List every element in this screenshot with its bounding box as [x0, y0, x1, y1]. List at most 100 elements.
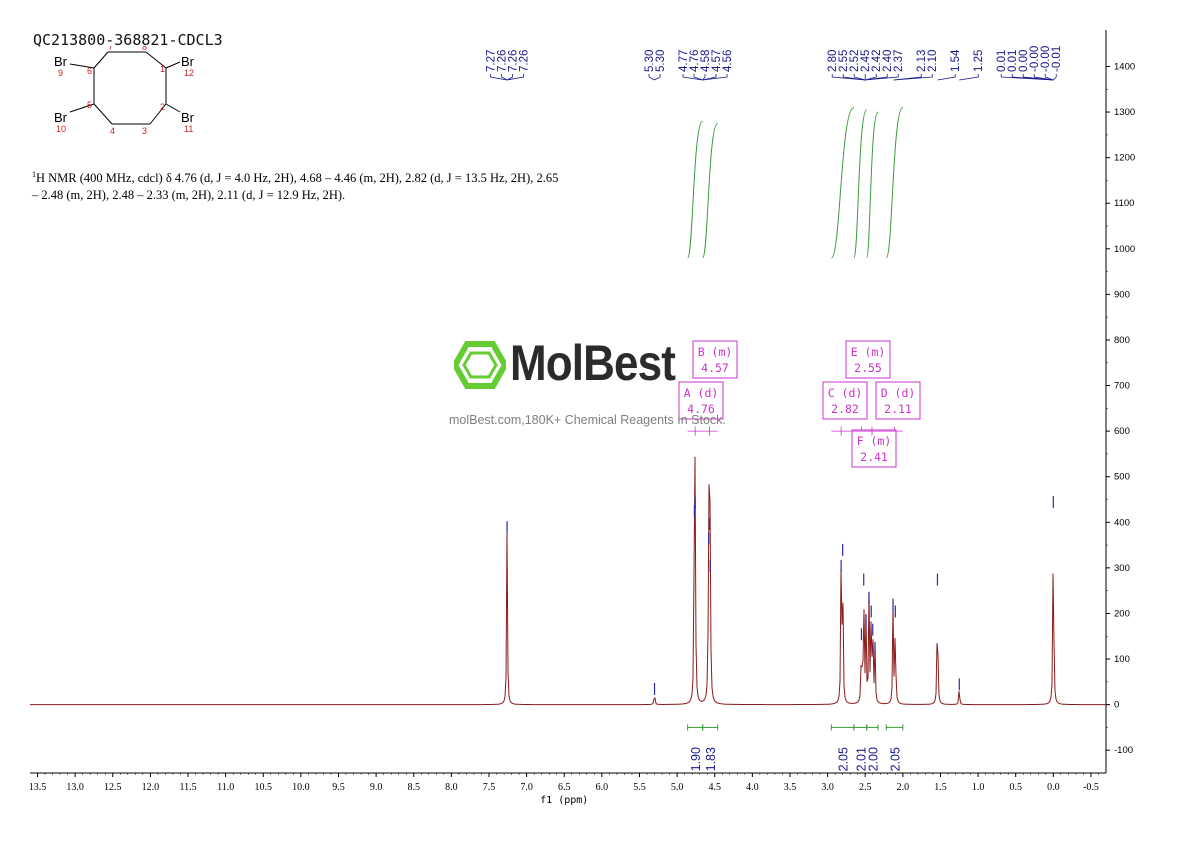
peak-label: -0.00 — [1029, 46, 1041, 72]
y-tick-label: 300 — [1114, 563, 1130, 574]
benzene-logo-icon — [451, 341, 509, 389]
integral-value: 2.01 — [854, 747, 868, 771]
peak-label-connector — [865, 74, 877, 81]
peak-label-connector — [648, 74, 655, 81]
peak-label-connector — [831, 74, 866, 81]
multiplet-label: B (m) — [698, 345, 733, 359]
multiplet-label: D (d) — [881, 386, 916, 400]
y-tick-label: 1100 — [1114, 198, 1134, 209]
atom-number-8: 8 — [142, 46, 147, 52]
x-tick-label: 11.5 — [179, 782, 196, 793]
description-line-2: – 2.48 (m, 2H), 2.48 – 2.33 (m, 2H), 2.1… — [32, 188, 346, 203]
multiplet-label: E (m) — [851, 345, 886, 359]
x-tick-label: 1.0 — [972, 782, 985, 793]
integral-curve — [687, 120, 704, 259]
integral-curve — [830, 106, 855, 259]
x-tick-label: 11.0 — [217, 782, 234, 793]
peak-label-connector — [506, 74, 513, 81]
atom-number-6: 6 — [87, 66, 92, 76]
y-tick-label: 1000 — [1114, 244, 1135, 255]
x-tick-label: 5.5 — [633, 782, 646, 793]
x-tick-label: 6.5 — [558, 782, 571, 793]
y-tick-label: 600 — [1114, 426, 1130, 437]
multiplet-box — [822, 381, 868, 420]
multiplet-box — [875, 381, 921, 420]
peak-label: 4.56 — [722, 50, 734, 72]
peak-label: 2.10 — [927, 50, 939, 72]
atom-number-10: 10 — [56, 124, 66, 134]
y-tick-label: 1200 — [1114, 153, 1135, 164]
atom-number-2: 2 — [160, 102, 165, 112]
x-tick-label: -0.5 — [1083, 782, 1099, 793]
atom-number-9: 9 — [58, 68, 63, 78]
x-tick-label: 12.0 — [142, 782, 160, 793]
peak-label-connector — [1053, 74, 1057, 81]
multiplet-box — [678, 381, 724, 420]
multiplet-shift: 2.41 — [860, 450, 888, 464]
x-tick-label: 13.0 — [66, 782, 84, 793]
x-tick-label: 3.5 — [784, 782, 797, 793]
peak-label-connector — [865, 74, 899, 81]
integral-curve — [853, 109, 868, 259]
peak-label-connector — [1022, 74, 1054, 81]
integral-value: 1.83 — [704, 747, 718, 771]
y-tick-label: 700 — [1114, 381, 1130, 392]
peak-label: 2.45 — [860, 50, 872, 72]
peak-label: 2.80 — [827, 50, 839, 72]
atom-number-5: 5 — [87, 100, 92, 110]
y-tick-label: -100 — [1114, 745, 1133, 756]
peak-label: 2.55 — [838, 50, 850, 72]
peak-label: 2.40 — [882, 50, 894, 72]
integral-curve — [866, 111, 879, 259]
multiplet-box — [692, 340, 738, 379]
y-tick-label: 900 — [1114, 289, 1130, 300]
x-tick-label: 2.0 — [897, 782, 910, 793]
peak-label: 5.30 — [644, 50, 656, 72]
atom-number-12: 12 — [184, 68, 194, 78]
x-tick-label: 0.0 — [1047, 782, 1060, 793]
peak-label: 2.42 — [871, 50, 883, 72]
atom-number-4: 4 — [110, 126, 115, 136]
peak-label: 2.13 — [916, 50, 928, 72]
x-axis-title: f1 (ppm) — [540, 795, 588, 806]
watermark-url: molBest.com,180K+ Chemical Reagents In S… — [449, 413, 726, 427]
multiplet-label: F (m) — [857, 434, 892, 448]
x-tick-label: 8.0 — [445, 782, 458, 793]
x-tick-label: 7.5 — [483, 782, 496, 793]
peak-label-connector — [693, 74, 703, 81]
x-tick-label: 4.5 — [708, 782, 721, 793]
peak-label: 2.52 — [849, 50, 861, 72]
x-tick-label: 5.0 — [671, 782, 684, 793]
atom-br-9: Br — [54, 54, 68, 69]
x-tick-label: 7.0 — [520, 782, 533, 793]
integral-curve — [702, 122, 719, 259]
peak-label-connector — [893, 74, 933, 81]
multiplet-box — [851, 429, 897, 468]
peak-label: 7.26 — [519, 50, 531, 72]
peak-label-connector — [702, 74, 728, 81]
peak-label-connector — [1044, 74, 1054, 81]
atom-number-7: 7 — [108, 46, 113, 52]
atom-number-1: 1 — [160, 64, 165, 74]
y-tick-label: 1400 — [1114, 61, 1135, 72]
peak-label: 2.37 — [893, 50, 905, 72]
peak-label: 0.01 — [1007, 50, 1019, 72]
integral-value: 2.05 — [837, 747, 851, 771]
peak-label-connector — [682, 74, 703, 81]
peak-label: 4.76 — [689, 50, 701, 72]
peak-label: 5.30 — [655, 50, 667, 72]
peak-label-connector — [853, 74, 866, 81]
nmr-description: 1H NMR (400 MHz, cdcl) δ 4.76 (d, J = 4.… — [32, 166, 592, 204]
peak-label: 7.26 — [497, 50, 509, 72]
peak-label: 1.54 — [950, 49, 962, 72]
description-line-1: 1H NMR (400 MHz, cdcl) δ 4.76 (d, J = 4.… — [32, 170, 559, 186]
peak-label-connector — [842, 74, 866, 81]
peak-label: 4.57 — [711, 50, 723, 72]
peak-label-connector — [702, 74, 717, 81]
peak-label: -0.00 — [1040, 46, 1052, 72]
multiplet-shift: 2.82 — [831, 402, 859, 416]
integral-value: 2.05 — [889, 747, 903, 771]
brand-name: MolBest — [510, 335, 676, 391]
x-tick-label: 10.0 — [292, 782, 310, 793]
